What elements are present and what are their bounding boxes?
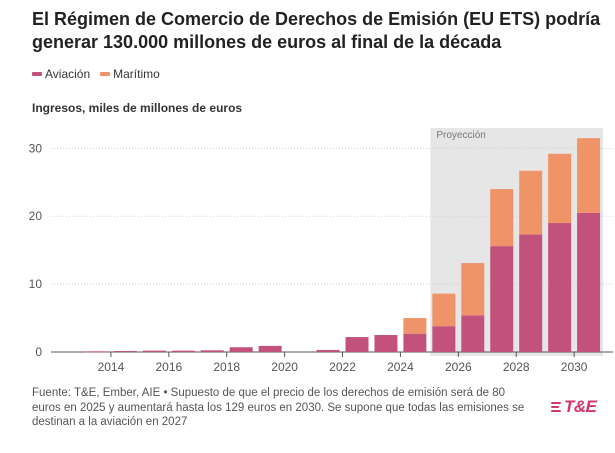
- bar-aviacion-2014: [113, 350, 137, 352]
- logo-mark-icon: [551, 402, 561, 412]
- bar-aviacion-2028: [519, 234, 543, 352]
- bar-aviacion-2013: [84, 351, 108, 353]
- x-tick-label: 2024: [387, 360, 414, 374]
- bar-aviacion-2027: [490, 246, 514, 352]
- x-tick-label: 2028: [503, 360, 530, 374]
- bar-aviacion-2022: [345, 337, 369, 352]
- x-tick-label: 2022: [329, 360, 356, 374]
- chart-title: El Régimen de Comercio de Derechos de Em…: [32, 9, 601, 52]
- bar-aviacion-2025: [432, 326, 456, 352]
- x-tick-label: 2026: [445, 360, 472, 374]
- bar-aviacion-2021: [316, 349, 340, 352]
- source-note: Fuente: T&E, Ember, AIE • Supuesto de qu…: [32, 387, 525, 428]
- bar-aviacion-2019: [258, 345, 282, 352]
- bar-maritimo-2030: [577, 138, 601, 213]
- x-tick-label: 2020: [271, 360, 298, 374]
- y-tick-label: 20: [29, 209, 43, 223]
- bar-aviacion-2030: [577, 212, 601, 352]
- projection-region: [430, 128, 604, 356]
- projection-label: Proyección: [436, 130, 485, 141]
- x-tick-label: 2030: [561, 360, 588, 374]
- chart-legend: Aviación Marítimo: [32, 67, 160, 81]
- x-tick-label: 2014: [98, 360, 125, 374]
- te-logo: T&E: [551, 397, 597, 417]
- legend-swatch-aviacion: [32, 72, 42, 76]
- legend-item-maritimo: Marítimo: [100, 67, 160, 81]
- bar-maritimo-2025: [432, 293, 456, 327]
- y-axis-label: Ingresos, miles de millones de euros: [32, 101, 243, 115]
- bar-maritimo-2027: [490, 189, 514, 247]
- x-tick-label: 2018: [213, 360, 240, 374]
- bar-aviacion-2017: [200, 350, 224, 352]
- bar-aviacion-2018: [229, 347, 253, 352]
- bar-aviacion-2015: [142, 350, 166, 352]
- bar-maritimo-2024: [403, 318, 427, 334]
- legend-label-aviacion: Aviación: [45, 67, 91, 81]
- bar-aviacion-2023: [374, 335, 398, 352]
- legend-item-aviacion: Aviación: [32, 67, 90, 81]
- bar-maritimo-2028: [519, 170, 543, 235]
- y-tick-label: 30: [29, 141, 43, 155]
- logo-text: T&E: [564, 397, 597, 416]
- bar-aviacion-2016: [171, 350, 195, 352]
- bar-aviacion-2024: [403, 333, 427, 352]
- bar-maritimo-2029: [548, 153, 572, 224]
- legend-label-maritimo: Marítimo: [113, 67, 160, 81]
- y-tick-label: 0: [35, 345, 42, 359]
- bar-aviacion-2026: [461, 315, 485, 352]
- legend-swatch-maritimo: [100, 72, 111, 76]
- y-tick-label: 10: [29, 277, 43, 291]
- bar-maritimo-2026: [461, 263, 485, 316]
- bar-aviacion-2029: [548, 223, 572, 352]
- x-tick-label: 2016: [155, 360, 182, 374]
